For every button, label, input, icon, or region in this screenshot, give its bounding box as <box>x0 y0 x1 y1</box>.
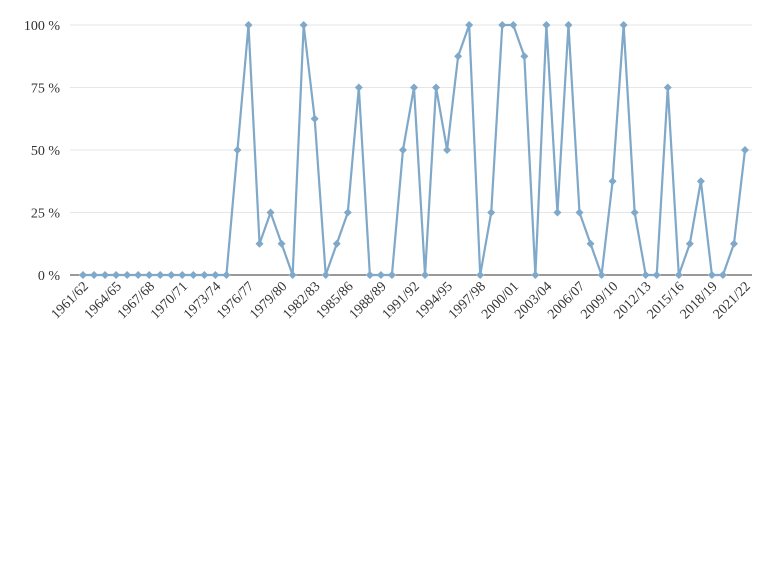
y-tick-label: 100 % <box>24 19 61 34</box>
data-point-marker <box>443 146 452 154</box>
data-point-marker <box>432 83 441 92</box>
data-point-marker <box>343 208 352 217</box>
data-point-marker <box>410 83 418 92</box>
data-point-marker <box>718 271 727 279</box>
data-point-marker <box>266 208 275 217</box>
data-point-marker <box>575 208 584 217</box>
gridlines <box>70 24 752 213</box>
y-tick-label: 25 % <box>31 207 61 222</box>
data-point-marker <box>564 21 573 29</box>
data-point-marker <box>288 271 297 279</box>
data-point-marker <box>244 21 253 29</box>
data-point-marker <box>398 146 407 154</box>
data-point-marker <box>641 271 650 279</box>
data-point-marker <box>553 208 562 217</box>
data-point-marker <box>421 271 430 279</box>
data-point-marker <box>189 271 198 279</box>
data-point-marker <box>619 21 628 29</box>
data-point-marker <box>211 271 220 279</box>
data-point-marker <box>167 271 176 279</box>
data-point-marker <box>465 21 474 29</box>
data-point-marker <box>134 271 143 279</box>
data-point-marker <box>156 271 165 279</box>
data-point-marker <box>729 239 738 248</box>
data-point-marker <box>255 239 264 248</box>
data-point-marker <box>200 271 209 279</box>
data-point-marker <box>354 83 363 92</box>
data-point-marker <box>597 271 606 279</box>
data-point-marker <box>321 271 330 279</box>
data-point-marker <box>476 271 485 279</box>
data-point-marker <box>101 271 110 279</box>
data-point-marker <box>79 271 87 279</box>
data-point-marker <box>332 239 341 248</box>
data-point-marker <box>145 271 154 279</box>
y-tick-label: 75 % <box>31 82 61 97</box>
data-point-marker <box>509 21 518 29</box>
data-point-marker <box>387 271 396 279</box>
data-point-marker <box>376 271 385 279</box>
data-point-marker <box>487 208 496 217</box>
data-point-marker <box>90 271 99 279</box>
data-point-marker <box>233 146 242 154</box>
data-point-marker <box>299 21 308 29</box>
data-point-marker <box>663 83 672 92</box>
data-point-marker <box>696 177 705 186</box>
data-point-marker <box>277 239 286 248</box>
data-point-marker <box>531 271 540 279</box>
data-point-marker <box>608 177 617 186</box>
data-point-marker <box>112 271 121 279</box>
data-point-marker <box>310 114 319 123</box>
data-point-marker <box>586 239 595 248</box>
series-group <box>79 21 749 279</box>
data-point-marker <box>365 271 374 279</box>
data-point-marker <box>520 52 529 61</box>
data-point-marker <box>542 21 551 29</box>
data-point-marker <box>674 271 683 279</box>
data-point-marker <box>741 146 749 154</box>
data-point-marker <box>178 271 187 279</box>
y-axis: 0 % 25 % 50 % 75 % 100 % <box>24 19 61 284</box>
data-point-marker <box>123 271 132 279</box>
y-tick-label: 0 % <box>38 269 61 284</box>
y-tick-label: 50 % <box>31 144 61 159</box>
data-point-marker <box>222 271 231 279</box>
x-axis: 1961/621964/651967/681970/711973/741976/… <box>49 274 754 322</box>
data-point-marker <box>630 208 639 217</box>
data-point-marker <box>652 271 661 279</box>
data-point-marker <box>498 21 507 29</box>
data-point-marker <box>707 271 716 279</box>
x-tick-label: 2021/22 <box>711 279 754 322</box>
data-point-marker <box>454 52 463 61</box>
data-point-marker <box>685 239 694 248</box>
